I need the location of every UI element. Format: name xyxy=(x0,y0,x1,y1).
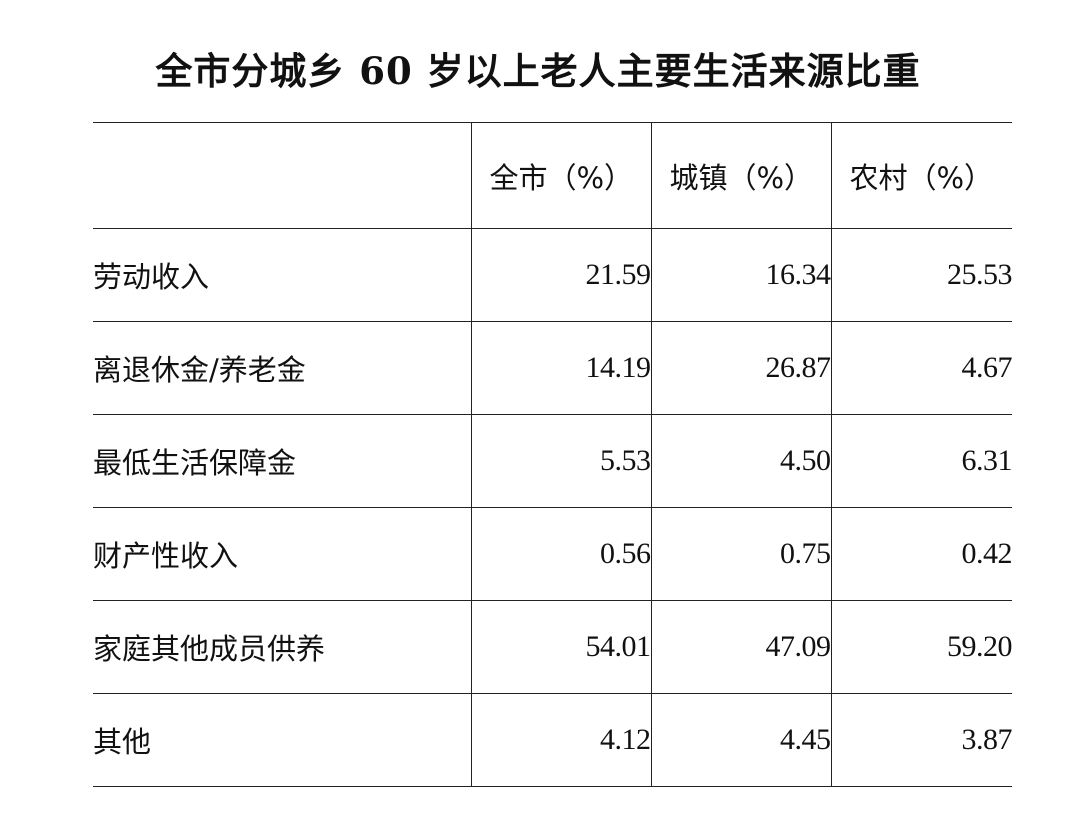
table-row: 其他 4.12 4.45 3.87 xyxy=(93,693,1013,787)
value-rural: 59.20 xyxy=(830,600,1013,694)
value-urban: 4.50 xyxy=(650,414,831,508)
value-city: 0.56 xyxy=(470,507,651,601)
row-label: 财产性收入 xyxy=(93,507,471,601)
value-urban: 4.45 xyxy=(650,693,831,787)
value-rural: 6.31 xyxy=(830,414,1013,508)
value-city: 14.19 xyxy=(470,321,651,415)
row-label: 劳动收入 xyxy=(93,228,471,322)
value-city: 21.59 xyxy=(470,228,651,322)
header-cell-empty xyxy=(93,122,471,229)
income-source-table: 全市（%） 城镇（%） 农村（%） 劳动收入 21.59 16.34 25.53 离退休… xyxy=(93,122,1013,787)
table-row: 财产性收入 0.56 0.75 0.42 xyxy=(93,507,1013,601)
value-rural: 3.87 xyxy=(830,693,1013,787)
header-row: 全市（%） 城镇（%） 农村（%） xyxy=(93,122,1012,229)
value-urban: 26.87 xyxy=(650,321,831,415)
table-row: 劳动收入 21.59 16.34 25.53 xyxy=(93,228,1013,322)
row-label: 家庭其他成员供养 xyxy=(93,600,471,694)
value-urban: 0.75 xyxy=(650,507,831,601)
table-title: 全市分城乡 60 岁以上老人主要生活来源比重 xyxy=(155,49,921,93)
header-cell-city: 全市（%） xyxy=(470,122,651,229)
value-rural: 4.67 xyxy=(830,321,1013,415)
table-row: 最低生活保障金 5.53 4.50 6.31 xyxy=(93,414,1013,508)
row-label: 最低生活保障金 xyxy=(93,414,471,508)
table-body: 劳动收入 21.59 16.34 25.53 离退休金/养老金 14.19 26.87 4.6… xyxy=(93,228,1013,787)
value-city: 54.01 xyxy=(470,600,651,694)
row-label: 其他 xyxy=(93,693,471,787)
value-city: 4.12 xyxy=(470,693,651,787)
header-cell-rural: 农村（%） xyxy=(830,122,1012,229)
table-row: 离退休金/养老金 14.19 26.87 4.67 xyxy=(93,321,1013,415)
row-label: 离退休金/养老金 xyxy=(93,321,471,415)
header-cell-urban: 城镇（%） xyxy=(650,122,831,229)
value-rural: 0.42 xyxy=(830,507,1013,601)
value-urban: 16.34 xyxy=(650,228,831,322)
value-city: 5.53 xyxy=(470,414,651,508)
value-urban: 47.09 xyxy=(650,600,831,694)
table-row: 家庭其他成员供养 54.01 47.09 59.20 xyxy=(93,600,1013,694)
value-rural: 25.53 xyxy=(830,228,1013,322)
